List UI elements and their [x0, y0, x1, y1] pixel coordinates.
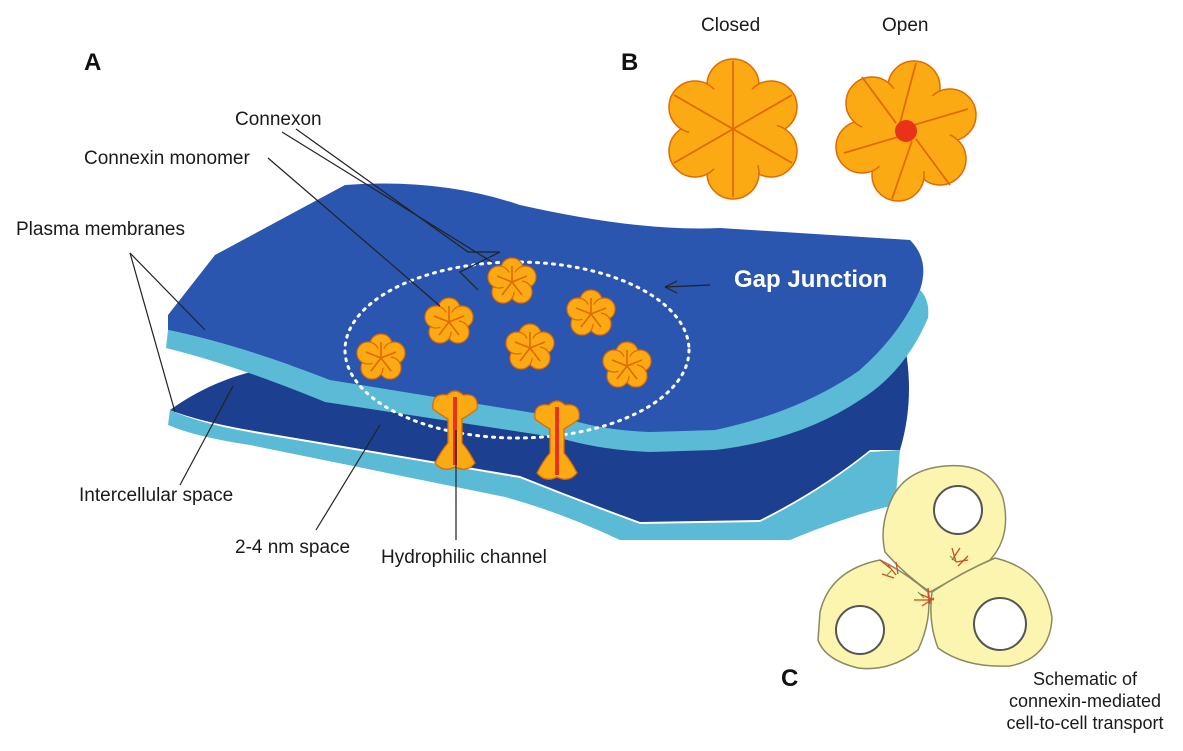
open-label: Open: [882, 15, 929, 36]
panel-label-a: A: [84, 49, 102, 76]
panel-label-b: B: [621, 49, 639, 76]
hydrophilic-channel-label: Hydrophilic channel: [381, 547, 547, 568]
leader-lines: [129, 128, 711, 540]
connexin-monomer-label: Connexin monomer: [84, 148, 250, 169]
open-pore: [895, 120, 917, 142]
closed-label: Closed: [701, 15, 761, 36]
gap-junction-label: Gap Junction: [734, 266, 888, 293]
cell-nucleus: [933, 485, 983, 535]
connexon-open: [835, 60, 977, 202]
caption-line: Schematic of: [1032, 669, 1138, 689]
cell-cluster: [817, 464, 1053, 670]
plasma-membranes-label: Plasma membranes: [16, 219, 185, 240]
panel-c-caption: Schematic of connexin-mediated cell-to-c…: [990, 668, 1180, 734]
panel-label-c: C: [781, 665, 799, 692]
gap-junction-boundary: [343, 260, 691, 440]
nm-space-label: 2-4 nm space: [235, 537, 351, 558]
cell-nucleus: [973, 597, 1027, 651]
intercellular-space-label: Intercellular space: [79, 485, 234, 506]
transport-marks: [885, 555, 957, 599]
connexon-closed: [668, 58, 798, 200]
cell-nucleus: [835, 605, 885, 655]
caption-line: cell-to-cell transport: [1006, 713, 1164, 733]
connexon-label: Connexon: [235, 109, 322, 130]
caption-line: connexin-mediated: [1008, 691, 1162, 711]
